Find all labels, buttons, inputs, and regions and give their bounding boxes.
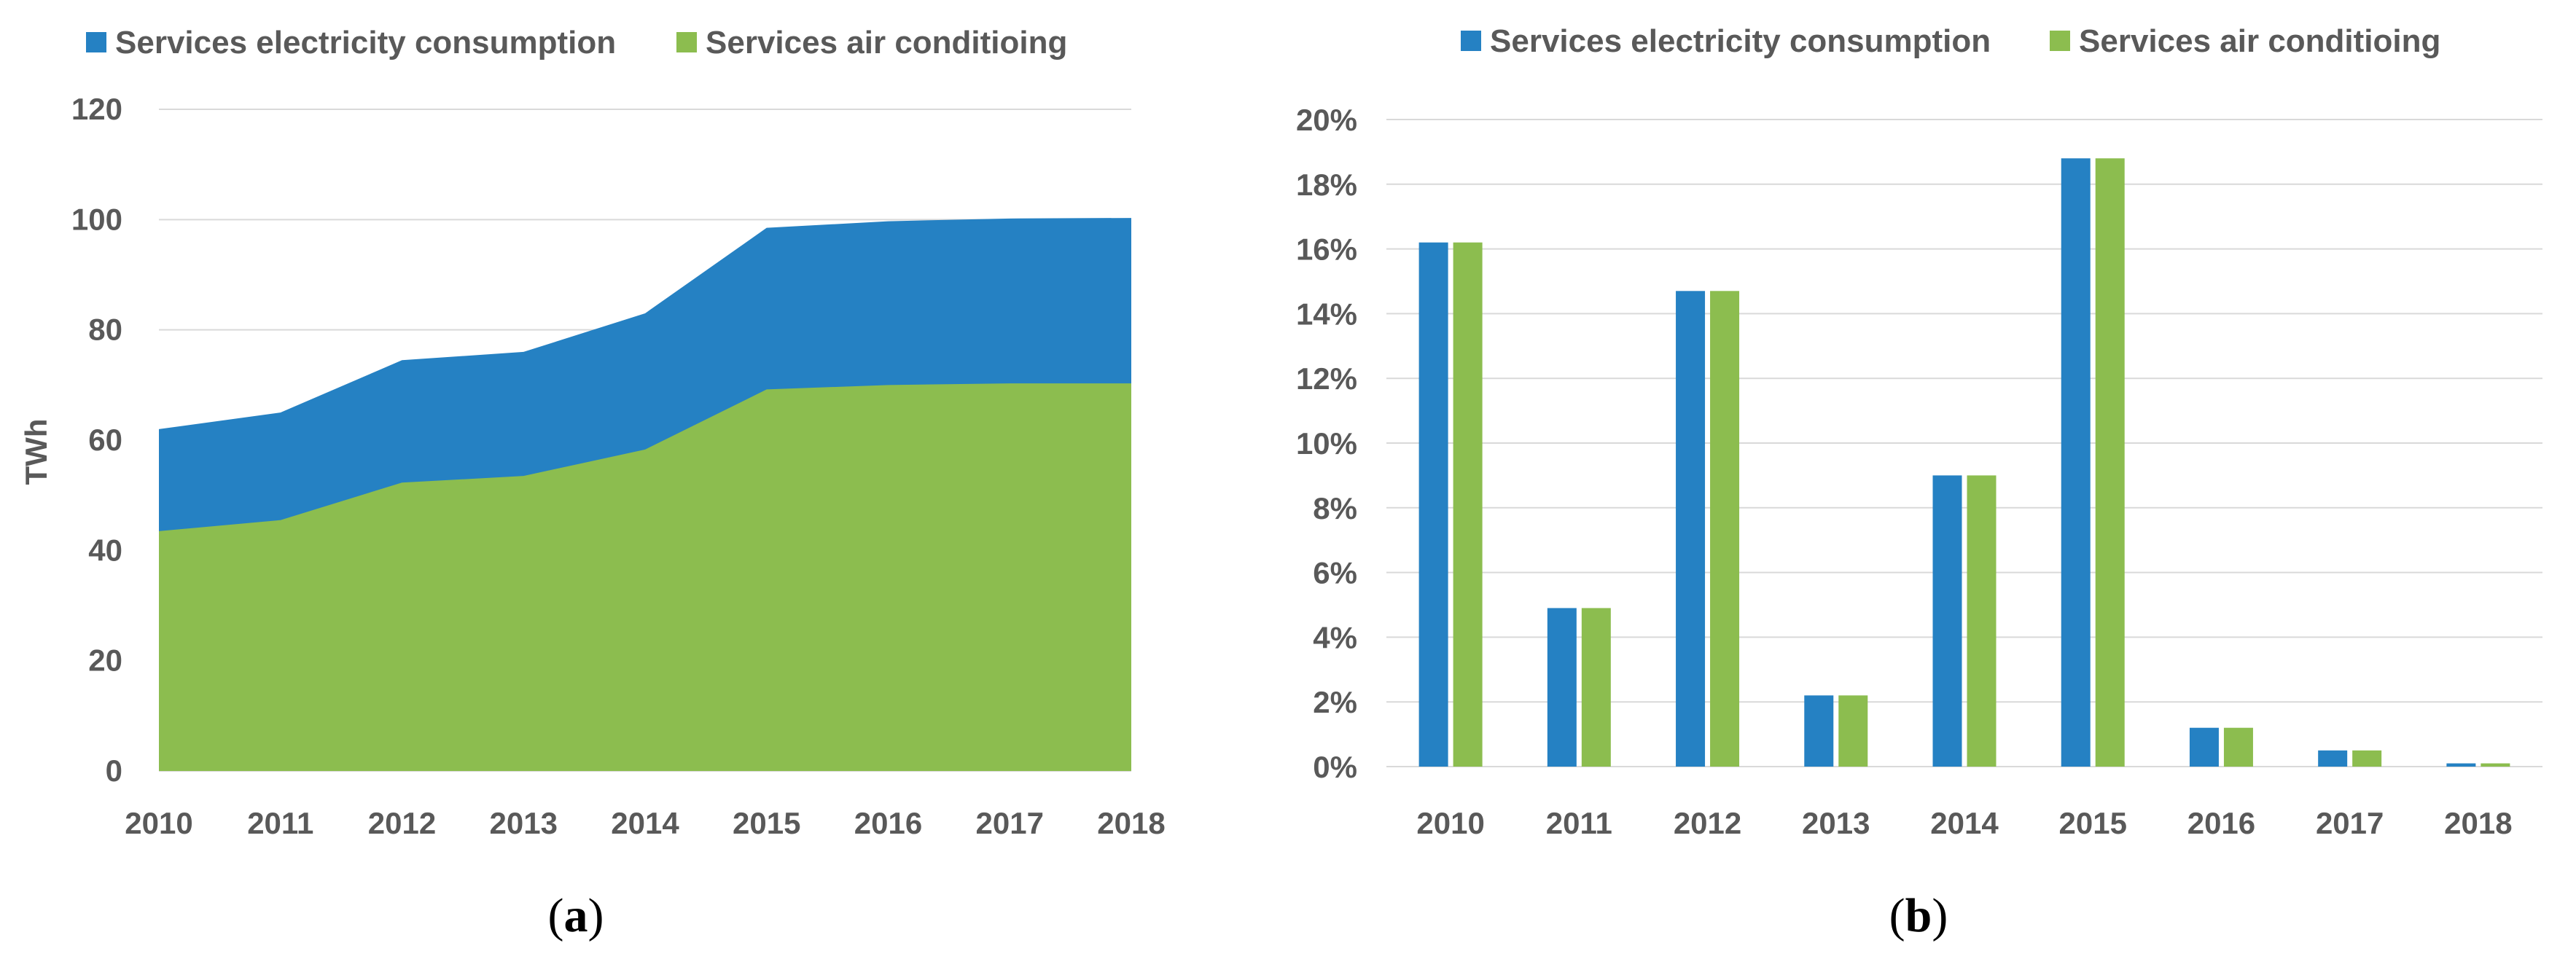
y-tick-label: 6% <box>1313 556 1357 590</box>
area-chart-legend: Services electricity consumption Service… <box>86 25 1067 60</box>
y-tick-label: 120 <box>71 92 122 126</box>
area-chart-y-axis-title: TWh <box>19 419 53 485</box>
y-tick-label: 20 <box>88 643 122 678</box>
legend-label-air-conditioning: Services air conditioing <box>706 25 1067 60</box>
bar-electricity <box>1676 291 1706 767</box>
x-tick-label: 2010 <box>1416 806 1484 840</box>
x-tick-label: 2018 <box>1097 806 1165 840</box>
y-tick-label: 0% <box>1313 750 1357 784</box>
legend-label-electricity: Services electricity consumption <box>1490 23 1991 59</box>
area-chart-y-ticks: 0 20 40 60 80 100 120 <box>71 92 122 788</box>
legend-swatch-air-conditioning <box>2050 31 2070 51</box>
y-tick-label: 60 <box>88 423 122 457</box>
legend-label-electricity: Services electricity consumption <box>115 25 616 60</box>
bar-chart-legend: Services electricity consumption Service… <box>1461 23 2440 59</box>
area-series-air-conditioning <box>159 383 1131 771</box>
bar-electricity <box>1804 695 1834 767</box>
bar-chart-bars <box>1418 158 2510 767</box>
x-tick-label: 2016 <box>854 806 922 840</box>
x-tick-label: 2011 <box>1546 806 1612 840</box>
legend-swatch-electricity <box>86 32 106 52</box>
bar-electricity <box>2189 727 2219 767</box>
bar-electricity <box>2318 750 2348 767</box>
x-tick-label: 2015 <box>733 806 800 840</box>
y-tick-label: 4% <box>1313 620 1357 654</box>
x-tick-label: 2014 <box>611 806 679 840</box>
y-tick-label: 20% <box>1296 103 1357 137</box>
legend-swatch-air-conditioning <box>676 32 697 52</box>
bar-electricity <box>1547 608 1577 767</box>
bar-chart-x-ticks: 2010 2011 2012 2013 2014 2015 2016 2017 2018 <box>1416 806 2512 840</box>
x-tick-label: 2017 <box>976 806 1044 840</box>
y-tick-label: 80 <box>88 313 122 347</box>
bar-air-conditioning <box>1581 608 1611 767</box>
caption-b-letter: b <box>1905 889 1932 942</box>
caption-a-letter: a <box>564 889 588 942</box>
x-tick-label: 2010 <box>125 806 192 840</box>
bar-air-conditioning <box>2481 763 2510 767</box>
x-tick-label: 2011 <box>247 806 313 840</box>
bar-air-conditioning <box>1710 291 1740 767</box>
y-tick-label: 8% <box>1313 491 1357 525</box>
x-tick-label: 2013 <box>1802 806 1870 840</box>
y-tick-label: 2% <box>1313 685 1357 719</box>
x-tick-label: 2012 <box>1674 806 1741 840</box>
bar-air-conditioning <box>1453 242 1483 767</box>
bar-air-conditioning <box>1838 695 1868 767</box>
y-tick-label: 18% <box>1296 168 1357 202</box>
bar-electricity <box>2446 763 2476 767</box>
y-tick-label: 0 <box>106 753 122 788</box>
y-tick-label: 100 <box>71 202 122 236</box>
bar-electricity <box>1418 242 1448 767</box>
bar-electricity <box>1932 475 1962 767</box>
bar-air-conditioning <box>1967 475 1997 767</box>
x-tick-label: 2016 <box>2187 806 2255 840</box>
bar-air-conditioning <box>2352 750 2382 767</box>
bar-air-conditioning <box>2095 158 2125 767</box>
bar-chart-y-ticks: 0% 2% 4% 6% 8% 10% 12% 14% 16% 18% 20% <box>1296 103 1357 784</box>
bar-chart-panel-b: 0%2%4%6%8%10%12%14%16%18%20% 2010 2011 201… <box>1296 23 2542 942</box>
caption-a: (a) <box>548 889 604 942</box>
area-chart-panel-a: 0 20 40 60 80 100 120 2010 2011 2012 2013 2014 2015… <box>19 25 1166 942</box>
y-tick-label: 12% <box>1296 361 1357 396</box>
x-tick-label: 2013 <box>490 806 558 840</box>
x-tick-label: 2014 <box>1930 806 1999 840</box>
bar-chart-gridlines <box>1386 119 2542 767</box>
caption-b: (b) <box>1889 889 1948 942</box>
x-tick-label: 2018 <box>2444 806 2512 840</box>
y-tick-label: 40 <box>88 533 122 567</box>
x-tick-label: 2015 <box>2059 806 2127 840</box>
x-tick-label: 2012 <box>368 806 436 840</box>
legend-label-air-conditioning: Services air conditioing <box>2079 23 2440 59</box>
bar-air-conditioning <box>2223 727 2253 767</box>
legend-swatch-electricity <box>1461 31 1481 51</box>
y-tick-label: 10% <box>1296 426 1357 461</box>
area-chart-x-ticks: 2010 2011 2012 2013 2014 2015 2016 2017 2018 <box>125 806 1165 840</box>
y-tick-label: 16% <box>1296 232 1357 267</box>
x-tick-label: 2017 <box>2316 806 2384 840</box>
y-tick-label: 14% <box>1296 297 1357 331</box>
bar-electricity <box>2061 158 2091 767</box>
